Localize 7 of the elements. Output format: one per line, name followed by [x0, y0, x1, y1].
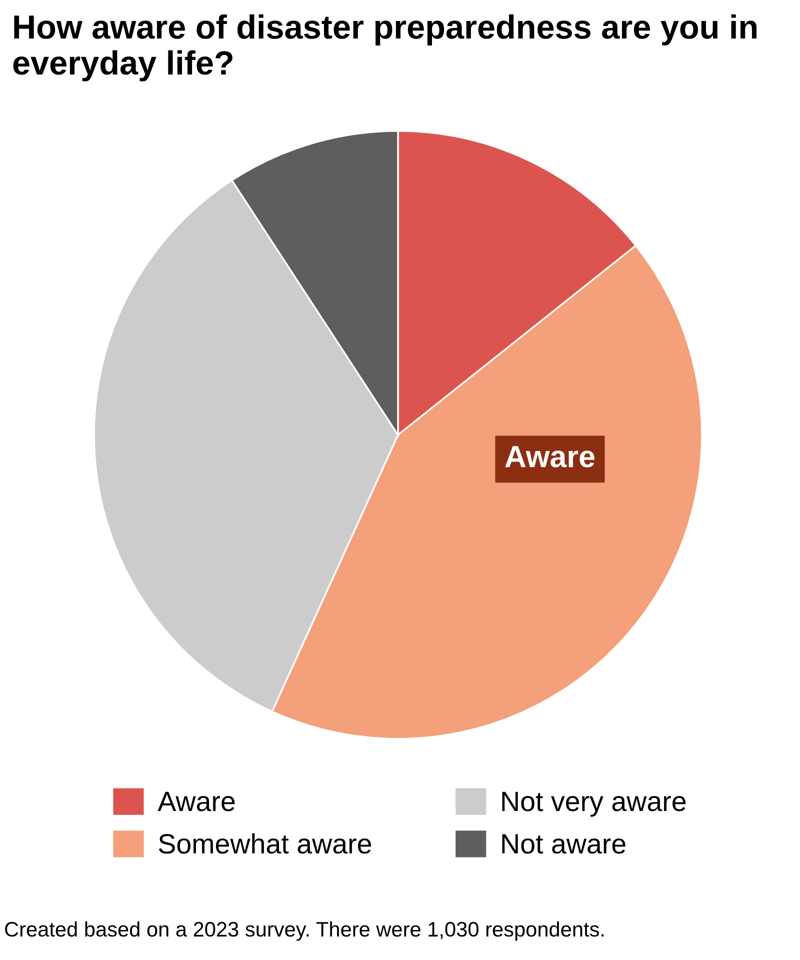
legend-label: Not very aware	[502, 792, 686, 817]
text: Aware	[505, 446, 595, 468]
text: Created based on a 2023 survey. There were 1,030 respondents.	[5, 921, 604, 941]
legend-label: Somewhat aware	[158, 833, 372, 854]
chart-title: How aware of disaster preparedness are you in everyday life?	[13, 14, 756, 82]
legend-label: Not aware	[502, 834, 626, 854]
legend-label: Aware	[158, 792, 235, 812]
